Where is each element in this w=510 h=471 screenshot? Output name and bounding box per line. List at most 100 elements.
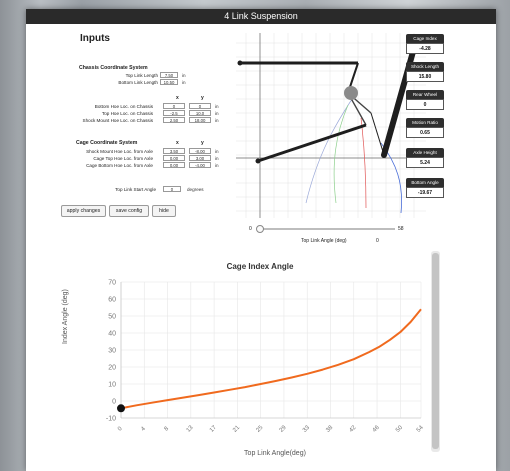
cage-section-header: Cage Coordinate System bbox=[76, 140, 138, 146]
chassis-row-y-input[interactable]: 18.00 bbox=[189, 117, 211, 123]
cage-row-x-input[interactable]: 0.00 bbox=[163, 162, 185, 168]
angle-slider-track[interactable] bbox=[260, 228, 395, 230]
x-tick-label: 17 bbox=[209, 424, 218, 433]
readout-value: 15.80 bbox=[406, 71, 444, 82]
cage-hub bbox=[344, 86, 358, 100]
chassis-row-unit: in bbox=[215, 104, 219, 109]
readout-label: Bottom Angle bbox=[406, 178, 444, 187]
slider-max-label: 58 bbox=[398, 226, 404, 232]
pivot bbox=[255, 158, 261, 164]
chassis-row-y-input[interactable]: 0 bbox=[189, 103, 211, 109]
cage-col-y: y bbox=[201, 140, 204, 146]
cage-col-x: x bbox=[176, 140, 179, 146]
trace-curve bbox=[333, 104, 349, 204]
readout-value: 5.24 bbox=[406, 157, 444, 168]
slider-caption: Top Link Angle (deg) bbox=[301, 238, 347, 244]
bottom-link-length-label: Bottom Link Length bbox=[118, 80, 158, 85]
slider-min-label: 0 bbox=[249, 226, 252, 232]
readout-rear-wheel: Rear Wheel 0 bbox=[406, 90, 444, 111]
x-tick-label: 54 bbox=[416, 424, 425, 433]
readout-value: 0 bbox=[406, 99, 444, 110]
readout-motion-ratio: Motion Ratio 0.65 bbox=[406, 118, 444, 139]
readout-label: Axle Height bbox=[406, 148, 444, 157]
chassis-row-y-input[interactable]: 10.0 bbox=[189, 110, 211, 116]
chassis-row-unit: in bbox=[215, 118, 219, 123]
hide-button[interactable]: hide bbox=[152, 205, 176, 217]
pivot bbox=[237, 60, 243, 66]
readout-value: 0.65 bbox=[406, 127, 444, 138]
chassis-row-label: Shock Mount Hoe Loc. on Chassis bbox=[82, 118, 153, 123]
chassis-section-header: Chassis Coordinate System bbox=[79, 65, 148, 71]
readout-label: Shock Length bbox=[406, 62, 444, 71]
angle-slider-knob[interactable] bbox=[256, 225, 264, 233]
cage-row-y-input[interactable]: -8.00 bbox=[189, 148, 211, 154]
cage-row-label: Cage Bottom Hoe Loc. from Axle bbox=[86, 163, 153, 168]
readout-label: Rear Wheel bbox=[406, 90, 444, 99]
y-tick-label: 70 bbox=[108, 280, 116, 287]
readout-bottom-angle: Bottom Angle -19.67 bbox=[406, 178, 444, 199]
save-config-button[interactable]: save config bbox=[109, 205, 149, 217]
chart-x-label: Top Link Angle(deg) bbox=[244, 450, 306, 457]
y-tick-label: 20 bbox=[108, 365, 116, 372]
y-tick-label: 30 bbox=[108, 348, 116, 355]
x-tick-label: 42 bbox=[349, 424, 358, 433]
chassis-row-label: Top Hoe Loc. on Chassis bbox=[101, 111, 153, 116]
start-angle-label: Top Link Start Angle bbox=[115, 187, 156, 192]
cage-row-label: Cage Top Hoe Loc. from Axle bbox=[93, 156, 153, 161]
x-tick-label: 0 bbox=[117, 426, 124, 433]
cage-row-y-input[interactable]: -4.00 bbox=[189, 162, 211, 168]
start-angle-input[interactable]: 0 bbox=[163, 186, 181, 192]
suspension-diagram bbox=[236, 33, 426, 218]
chart-scrollbar-thumb[interactable] bbox=[432, 253, 439, 449]
chassis-col-y: y bbox=[201, 95, 204, 101]
x-tick-label: 4 bbox=[140, 426, 147, 433]
x-tick-label: 46 bbox=[372, 424, 381, 433]
chart-title: Cage Index Angle bbox=[226, 262, 294, 271]
y-tick-label: 50 bbox=[108, 314, 116, 321]
app-window: 4 Link Suspension bbox=[26, 9, 496, 471]
x-tick-label: 13 bbox=[186, 424, 195, 433]
cage-row-x-input[interactable]: 0.00 bbox=[163, 155, 185, 161]
y-tick-label: 0 bbox=[112, 399, 116, 406]
readout-label: Motion Ratio bbox=[406, 118, 444, 127]
cage-row-x-input[interactable]: 3.50 bbox=[163, 148, 185, 154]
top-link-length-input[interactable]: 7.50 bbox=[160, 72, 178, 78]
window-title: 4 Link Suspension bbox=[26, 9, 496, 24]
x-tick-label: 29 bbox=[279, 424, 288, 433]
chassis-col-x: x bbox=[176, 95, 179, 101]
readout-axle-height: Axle Height 5.24 bbox=[406, 148, 444, 169]
chassis-row-x-input[interactable]: -2.5 bbox=[163, 110, 185, 116]
cage-row-y-input[interactable]: 3.00 bbox=[189, 155, 211, 161]
x-tick-label: 33 bbox=[302, 424, 311, 433]
start-point-marker bbox=[117, 404, 125, 413]
trace-curve bbox=[305, 92, 357, 204]
series-line bbox=[120, 308, 422, 410]
y-tick-label: 10 bbox=[108, 382, 116, 389]
x-tick-label: 50 bbox=[395, 424, 404, 433]
shock bbox=[381, 38, 419, 158]
x-tick-label: 21 bbox=[232, 424, 241, 433]
chassis-row-x-input[interactable]: 2.50 bbox=[163, 117, 185, 123]
bottom-link-length-input[interactable]: 10.50 bbox=[160, 79, 178, 85]
readout-value: -4.28 bbox=[406, 43, 444, 54]
cage-row-unit: in bbox=[215, 163, 219, 168]
bottom-link bbox=[257, 123, 367, 163]
readout-shock-length: Shock Length 15.80 bbox=[406, 62, 444, 83]
bottom-link-length-unit: in bbox=[182, 80, 186, 85]
cage-row-label: Shock Mount Hoe Loc. from Axle bbox=[86, 149, 153, 154]
slider-value: 0 bbox=[376, 238, 379, 244]
chassis-row-x-input[interactable]: 0 bbox=[163, 103, 185, 109]
chassis-row-label: Bottom Hoe Loc. on Chassis bbox=[94, 104, 153, 109]
apply-changes-button[interactable]: apply changes bbox=[61, 205, 106, 217]
readout-label: Cage Index bbox=[406, 34, 444, 43]
inputs-title: Inputs bbox=[80, 33, 110, 44]
readout-value: -19.67 bbox=[406, 187, 444, 198]
top-link-length-unit: in bbox=[182, 73, 186, 78]
shock-link bbox=[370, 112, 385, 156]
x-tick-label: 38 bbox=[325, 424, 334, 433]
cage-row-unit: in bbox=[215, 156, 219, 161]
top-link-length-label: Top Link Length bbox=[125, 73, 158, 78]
cage-row-unit: in bbox=[215, 149, 219, 154]
x-tick-label: 8 bbox=[164, 426, 171, 433]
